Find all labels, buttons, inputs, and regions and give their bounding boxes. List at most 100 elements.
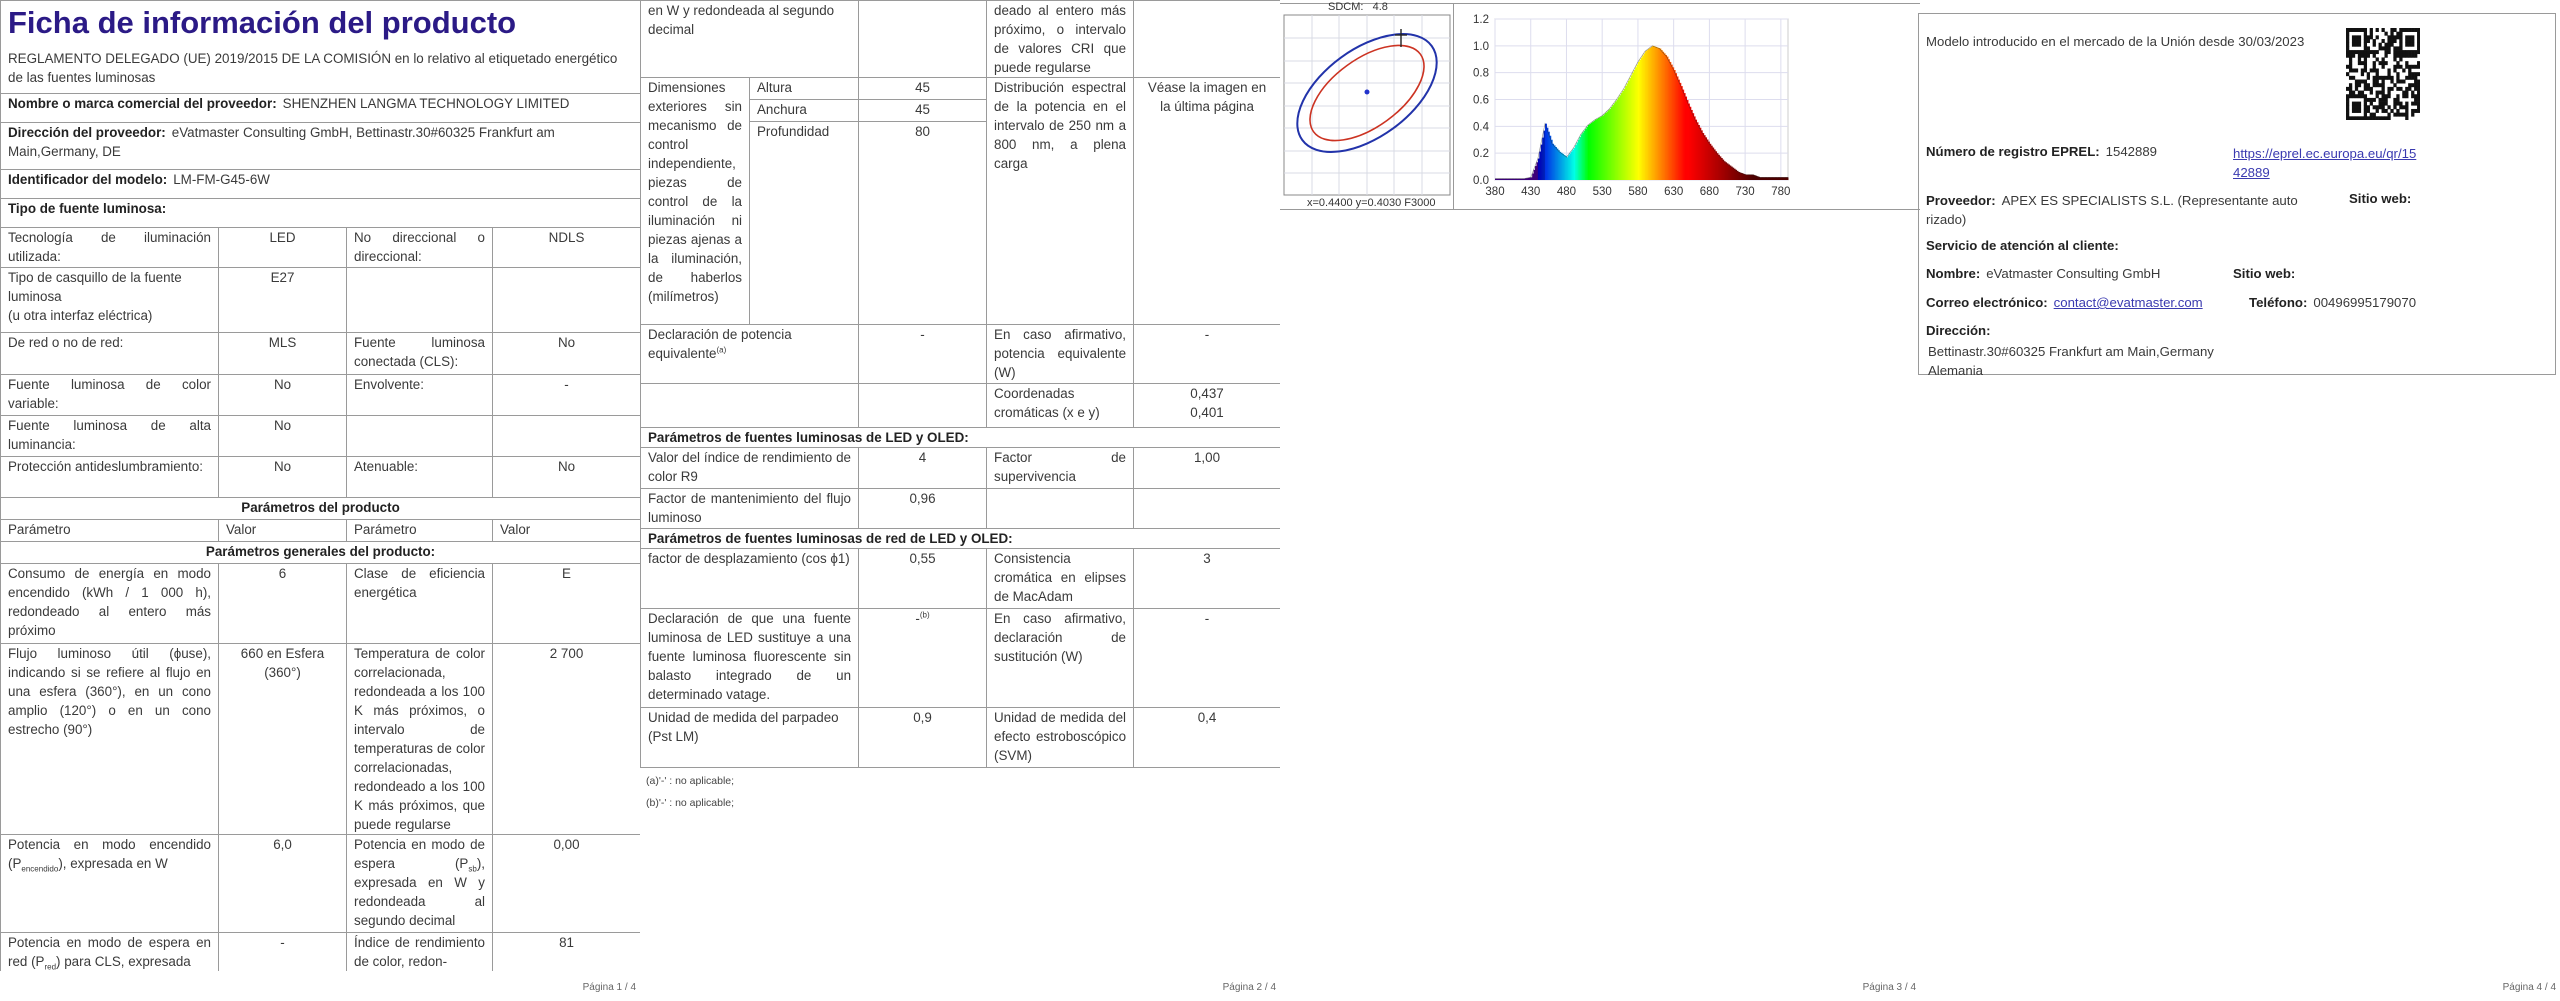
qr-module bbox=[2399, 86, 2403, 91]
qr-module bbox=[2402, 79, 2406, 84]
spectrum-bar bbox=[1770, 177, 1773, 180]
spectrum-bar bbox=[1592, 121, 1595, 180]
qr-module bbox=[2417, 79, 2420, 84]
spectrum-bar bbox=[1712, 147, 1715, 180]
qr-module bbox=[2346, 53, 2350, 58]
spectrum-bar bbox=[1756, 176, 1759, 180]
table-cell: 45 bbox=[858, 77, 988, 100]
spectrum-bar bbox=[1545, 123, 1547, 180]
spectrum-bar bbox=[1726, 163, 1729, 180]
cell-text: Parámetros del producto bbox=[241, 500, 400, 515]
qr-module bbox=[2396, 101, 2400, 106]
eprel-link[interactable]: https://eprel.ec.europa.eu/qr/15 42889 bbox=[2233, 146, 2416, 180]
spectrum-bar bbox=[1500, 178, 1503, 180]
cell-text: SHENZHEN LANGMA TECHNOLOGY LIMITED bbox=[282, 96, 570, 111]
cell-text: eVatmaster Consulting GmbH, Bettinastr.3… bbox=[8, 125, 555, 159]
qr-module bbox=[2396, 53, 2400, 58]
qr-module bbox=[2348, 53, 2353, 58]
qr-module bbox=[2393, 53, 2397, 58]
qr-module bbox=[2348, 75, 2353, 80]
qr-module bbox=[2381, 86, 2385, 91]
qr-module bbox=[2369, 31, 2373, 36]
qr-module bbox=[2417, 35, 2420, 40]
qr-module bbox=[2348, 50, 2353, 55]
qr-module bbox=[2399, 28, 2403, 32]
qr-module bbox=[2381, 57, 2385, 62]
table-cell: Flujo luminoso útil (ϕuse), indicando si… bbox=[0, 643, 219, 835]
qr-module bbox=[2354, 28, 2359, 32]
qr-module bbox=[2396, 64, 2400, 69]
eprel-link-line-2[interactable]: 42889 bbox=[2233, 165, 2270, 180]
email-label: Correo electrónico: bbox=[1926, 295, 2048, 310]
qr-module bbox=[2399, 53, 2403, 58]
qr-module bbox=[2408, 35, 2412, 40]
qr-module bbox=[2348, 90, 2353, 95]
qr-module bbox=[2346, 50, 2350, 55]
spectrum-bar bbox=[1786, 177, 1789, 180]
qr-module bbox=[2351, 35, 2356, 40]
field-label: Nombre o marca comercial del proveedor: bbox=[8, 96, 277, 111]
eprel-link-line-1[interactable]: https://eprel.ec.europa.eu/qr/15 bbox=[2233, 146, 2417, 161]
spectrum-bar bbox=[1600, 116, 1603, 180]
qr-module bbox=[2393, 57, 2397, 62]
qr-module bbox=[2366, 72, 2370, 77]
spectrum-bar bbox=[1687, 103, 1690, 180]
qr-module bbox=[2411, 53, 2415, 58]
table-row: Factor de mantenimiento del flujo lumino… bbox=[640, 488, 1280, 529]
qr-module bbox=[2381, 75, 2385, 80]
qr-module bbox=[2414, 101, 2418, 106]
cell-text: Protección antideslumbramiento: bbox=[8, 459, 204, 474]
qr-module bbox=[2375, 108, 2379, 113]
spectrum-bar bbox=[1530, 177, 1533, 180]
spectrum-bar bbox=[1705, 137, 1708, 180]
cell-text: 0,55 bbox=[909, 551, 936, 566]
email-link[interactable]: contact@evatmaster.com bbox=[2053, 295, 2203, 310]
cell-text: Consistencia cromática en elipses de Mac… bbox=[994, 551, 1127, 604]
qr-module bbox=[2366, 39, 2370, 44]
table-row: Valor del índice de rendimiento de color… bbox=[640, 447, 1280, 489]
qr-module bbox=[2363, 28, 2368, 32]
qr-module bbox=[2411, 83, 2415, 88]
qr-module bbox=[2414, 72, 2418, 77]
qr-module bbox=[2360, 68, 2365, 73]
qr-module bbox=[2357, 79, 2362, 84]
table-cell: - bbox=[218, 932, 347, 971]
qr-module bbox=[2354, 116, 2359, 120]
qr-module bbox=[2354, 39, 2359, 44]
table-row: Coordenadas cromáticas (x e y) 0,437 0,401 bbox=[640, 383, 1280, 428]
spectrum-bar bbox=[1565, 156, 1567, 180]
qr-module bbox=[2381, 64, 2385, 69]
cell-text: Valor del índice de rendimiento de color… bbox=[648, 450, 852, 484]
spectrum-bar bbox=[1686, 100, 1689, 180]
spectrum-bar bbox=[1706, 139, 1709, 180]
qr-module bbox=[2405, 61, 2409, 66]
y-tick-label: 0.8 bbox=[1473, 68, 1489, 80]
spectrum-bar bbox=[1607, 110, 1610, 180]
qr-module bbox=[2351, 90, 2356, 95]
qr-module bbox=[2417, 86, 2420, 91]
qr-module bbox=[2411, 35, 2415, 40]
qr-module bbox=[2411, 90, 2415, 95]
spectrum-bar bbox=[1662, 51, 1665, 181]
qr-code-icon[interactable] bbox=[2346, 28, 2420, 120]
spectrum-bar bbox=[1525, 178, 1527, 180]
table-cell: Parámetros de fuentes luminosas de red d… bbox=[640, 528, 1280, 549]
qr-module bbox=[2381, 101, 2385, 106]
spectrum-bar bbox=[1737, 171, 1740, 180]
spectrum-bar bbox=[1549, 135, 1552, 180]
spectrum-bar bbox=[1746, 174, 1749, 180]
qr-module bbox=[2363, 50, 2368, 55]
qr-module bbox=[2411, 94, 2415, 99]
table-cell: En caso afirmativo, potencia equivalente… bbox=[986, 324, 1135, 384]
table-cell: Tipo de casquillo de la fuente luminosa (… bbox=[0, 267, 219, 333]
table-row: Dimensiones exteriores sin mecanismo de … bbox=[640, 77, 1280, 325]
table-cell: Fuente luminosa de alta luminancia: bbox=[0, 415, 219, 457]
qr-module bbox=[2369, 68, 2373, 73]
spectrum-bar bbox=[1616, 99, 1619, 180]
qr-module bbox=[2378, 42, 2382, 47]
qr-module bbox=[2360, 61, 2365, 66]
cell-text: 0,4 bbox=[1197, 710, 1217, 725]
qr-module bbox=[2396, 112, 2400, 117]
spectrum-bar bbox=[1625, 86, 1627, 180]
spectrum-bar bbox=[1637, 61, 1640, 180]
